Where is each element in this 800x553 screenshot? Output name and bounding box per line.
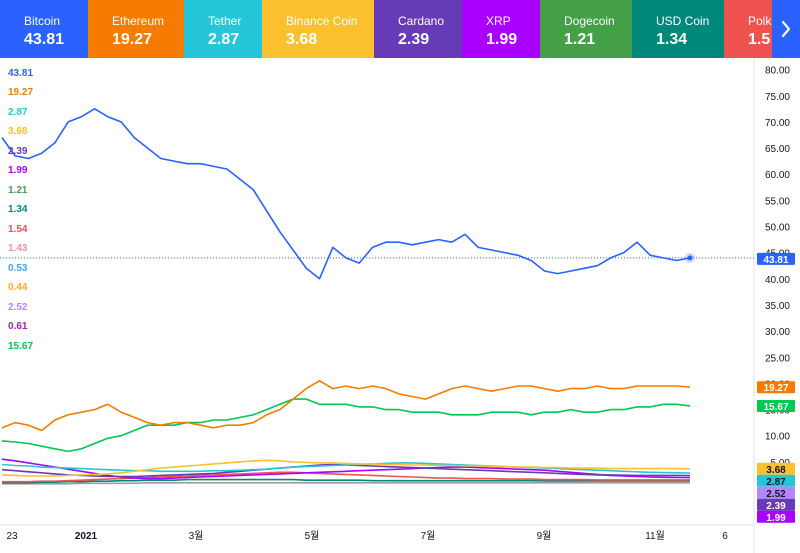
asset-tile-name: XRP: [486, 14, 511, 28]
price-tag-label: 2.87: [766, 477, 786, 488]
price-tag-label: 2.39: [766, 501, 786, 512]
y-tick-label: 55.00: [765, 196, 790, 207]
legend-value: 0.53: [8, 263, 28, 274]
asset-tile-value: 1.21: [564, 31, 596, 48]
price-tag: [757, 381, 795, 394]
x-tick-label: 9월: [537, 530, 552, 542]
legend-value: 19.27: [8, 87, 34, 98]
legend-value: 15.67: [8, 341, 34, 352]
series-line: [1, 462, 691, 474]
asset-tile-value: 1.99: [486, 31, 518, 48]
legend-value: 2.87: [8, 107, 28, 118]
series-line: [1, 379, 691, 432]
legend-value: 0.44: [8, 282, 28, 293]
asset-tile-ethereum[interactable]: Ethereum 19.27: [88, 0, 184, 58]
legend-value: 2.52: [8, 302, 28, 313]
series-line: [2, 481, 690, 485]
legend-value: 0.61: [8, 321, 28, 332]
asset-tile-binance-coin[interactable]: Binance Coin 3.68: [262, 0, 374, 58]
asset-tabs: Bitcoin 43.81 Ethereum 19.27 Tether 2.87…: [0, 0, 800, 58]
x-tick-label: 7월: [421, 530, 436, 542]
series-end-marker: [687, 255, 693, 261]
x-tick-label: 23: [6, 531, 18, 542]
price-tag-label: 19.27: [763, 383, 788, 394]
asset-tile-name: Dogecoin: [564, 14, 615, 28]
legend-value: 43.81: [8, 68, 34, 79]
x-tick-label: 3월: [189, 530, 204, 542]
asset-tile-value: 1.5: [748, 31, 771, 48]
asset-tile-name: Bitcoin: [24, 14, 61, 28]
series-line: [1, 107, 691, 280]
asset-tile-name: Cardano: [398, 14, 445, 28]
y-tick-label: 40.00: [765, 275, 790, 286]
legend-value: 1.34: [8, 204, 28, 215]
price-tag: [757, 252, 795, 265]
x-tick-label: 2021: [75, 531, 98, 542]
asset-tile-name: Tether: [208, 14, 242, 28]
asset-tile-dogecoin[interactable]: Dogecoin 1.21: [540, 0, 632, 58]
price-tag: [757, 400, 795, 413]
asset-tile-name: Polka: [748, 14, 772, 28]
y-tick-label: 65.00: [765, 144, 790, 155]
asset-tile-value: 3.68: [286, 31, 318, 48]
y-tick-label: 25.00: [765, 353, 790, 364]
price-tag-label: 1.99: [766, 513, 786, 524]
asset-tile-polka[interactable]: Polka 1.5: [724, 0, 772, 58]
x-tick-label: 6: [722, 531, 728, 542]
price-tag: [757, 498, 795, 511]
legend-value: 1.43: [8, 243, 28, 254]
asset-tile-value: 19.27: [112, 31, 153, 48]
asset-tile-value: 2.87: [208, 31, 240, 48]
y-tick-label: 30.00: [765, 327, 790, 338]
price-tag: [757, 462, 795, 475]
asset-tile-xrp[interactable]: XRP 1.99: [462, 0, 540, 58]
y-tick-label: 60.00: [765, 170, 790, 181]
asset-tile-usd-coin[interactable]: USD Coin 1.34: [632, 0, 724, 58]
chart-area: 80.0075.0070.0065.0060.0055.0050.0045.00…: [0, 58, 800, 553]
asset-tile-bitcoin[interactable]: Bitcoin 43.81: [0, 0, 88, 58]
series-line: [2, 471, 690, 483]
price-tag-label: 43.81: [763, 255, 788, 266]
legend-value: 1.21: [8, 185, 28, 196]
asset-tile-name: Ethereum: [112, 14, 165, 28]
price-tag-label: 15.67: [763, 402, 788, 413]
series-line: [1, 459, 691, 477]
asset-tile-name: USD Coin: [656, 14, 710, 28]
y-tick-label: 80.00: [765, 66, 790, 77]
legend-value: 1.54: [8, 224, 28, 235]
price-tag: [757, 486, 795, 499]
price-tag-label: 3.68: [766, 465, 786, 476]
y-tick-label: 35.00: [765, 301, 790, 312]
legend-value: 2.39: [8, 146, 28, 157]
y-tick-label: 70.00: [765, 118, 790, 129]
price-tag-label: 2.52: [766, 489, 786, 500]
next-tiles-button[interactable]: [772, 0, 800, 58]
asset-tile-cardano[interactable]: Cardano 2.39: [374, 0, 462, 58]
y-tick-label: 10.00: [765, 432, 790, 443]
x-tick-label: 11월: [645, 530, 665, 542]
x-tick-label: 5월: [305, 530, 320, 542]
series-line: [2, 478, 690, 484]
legend-value: 3.68: [8, 126, 28, 137]
legend-value: 1.99: [8, 165, 28, 176]
asset-tile-value: 2.39: [398, 31, 430, 48]
price-tag: [757, 510, 795, 523]
asset-tile-value: 1.34: [656, 31, 688, 48]
price-chart: 80.0075.0070.0065.0060.0055.0050.0045.00…: [0, 58, 795, 553]
asset-tile-tether[interactable]: Tether 2.87: [184, 0, 262, 58]
series-line: [1, 398, 691, 453]
y-tick-label: 75.00: [765, 92, 790, 103]
chevron-right-icon: [781, 20, 791, 38]
y-tick-label: 50.00: [765, 223, 790, 234]
price-tag: [757, 474, 795, 487]
asset-tile-name: Binance Coin: [286, 14, 358, 28]
asset-tile-value: 43.81: [24, 31, 65, 48]
